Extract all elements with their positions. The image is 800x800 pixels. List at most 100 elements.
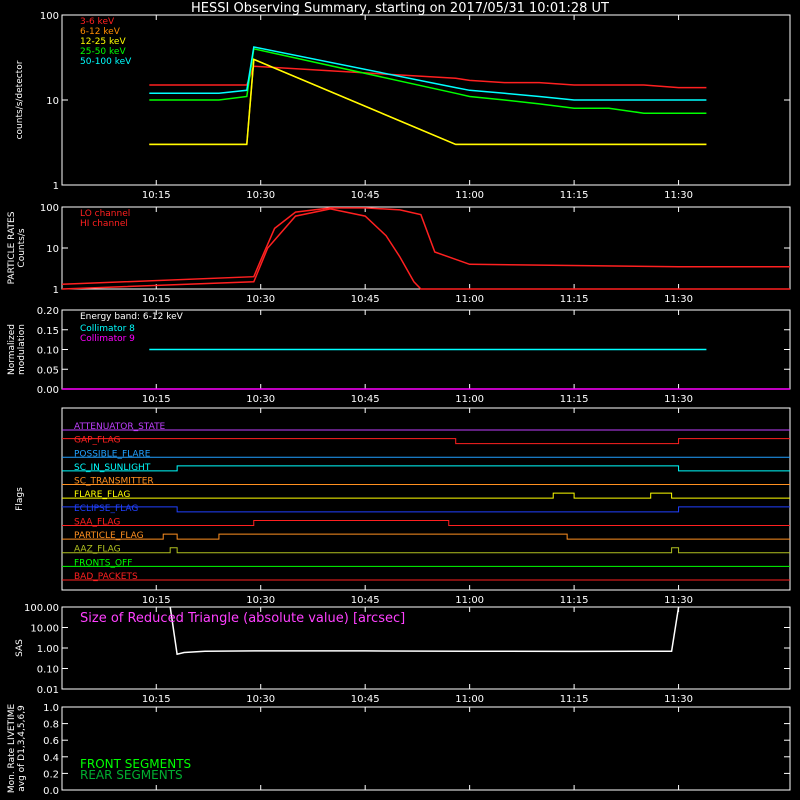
series-line <box>149 58 707 146</box>
panel-sas: 0.01 0.10 1.00 10.00 100.00 10:15 10:30 10:45 11… <box>15 603 791 705</box>
panel-frame <box>61 407 791 591</box>
series-line <box>169 606 680 656</box>
legend-entry: FRONT SEGMENTS <box>80 757 191 771</box>
flag-label: ATTENUATOR_STATE <box>74 422 166 432</box>
x-tick-label: 10:45 <box>351 190 380 201</box>
y-tick-label: 1 <box>53 285 59 296</box>
y-tick-label: 0.0 <box>43 786 59 797</box>
panel-livetime: 0.0 0.2 0.4 0.6 0.8 1.0 Mon. Rate LIVETIME avg … <box>7 703 791 797</box>
flag-label: AAZ_FLAG <box>74 545 121 555</box>
flag-line <box>62 492 790 499</box>
flag-line <box>62 519 790 526</box>
x-tick-label: 10:30 <box>246 394 275 405</box>
annotation: Size of Reduced Triangle (absolute value… <box>80 611 405 626</box>
y-axis-label: avg of D1,3,4,5,6,9 <box>17 705 27 792</box>
legend-entry: 50-100 keV <box>80 57 132 67</box>
panel-count-rates: 1 10 100 10:15 10:30 10:45 11:00 11:15 11:30 coun… <box>15 11 791 201</box>
flag-label: ECLIPSE_FLAG <box>74 504 138 514</box>
x-tick-label: 11:15 <box>560 190 589 201</box>
y-tick-label: 1 <box>53 181 59 192</box>
y-axis-label: counts/s/detector <box>15 60 25 139</box>
series-line <box>149 65 707 89</box>
legend-entry: HI channel <box>80 219 128 229</box>
annotation: Energy band: 6-12 keV <box>80 312 184 322</box>
x-tick-label: 10:45 <box>351 694 380 705</box>
x-tick-label: 11:30 <box>664 190 693 201</box>
y-tick-label: 0.05 <box>37 365 59 376</box>
x-tick-label: 10:30 <box>246 694 275 705</box>
x-tick-label: 10:15 <box>142 595 171 606</box>
x-tick-label: 10:30 <box>246 595 275 606</box>
x-tick-label: 10:45 <box>351 294 380 305</box>
flag-label: SAA_FLAG <box>74 517 120 527</box>
flag-line <box>62 438 790 445</box>
y-axis-label: Normalized <box>7 324 17 375</box>
y-tick-label: 100.00 <box>24 603 59 614</box>
legend-entry: LO channel <box>80 209 130 219</box>
y-axis-label: SAS <box>15 639 25 657</box>
flag-line <box>62 506 790 513</box>
series-line <box>61 208 790 290</box>
y-tick-label: 10 <box>46 244 59 255</box>
y-tick-label: 0.6 <box>43 736 59 747</box>
y-tick-label: 0.00 <box>37 385 59 396</box>
legend-entry: 12-25 keV <box>80 37 126 47</box>
y-tick-label: 0.10 <box>37 346 59 357</box>
x-tick-label: 10:15 <box>142 294 171 305</box>
x-tick-label: 11:15 <box>560 595 589 606</box>
y-tick-label: 10.00 <box>30 624 59 635</box>
flag-label: SC_TRANSMITTER <box>74 477 154 487</box>
y-tick-label: 1.00 <box>37 644 59 655</box>
flag-line <box>62 533 790 540</box>
flag-label: SC_IN_SUNLIGHT <box>74 463 151 473</box>
y-axis-label: Mon. Rate LIVETIME <box>7 704 17 794</box>
x-tick-label: 10:45 <box>351 595 380 606</box>
series-line <box>149 47 707 114</box>
flag-label: FRONTS_OFF <box>74 558 132 568</box>
y-tick-label: 0.20 <box>37 306 59 317</box>
x-tick-label: 10:15 <box>142 694 171 705</box>
flag-line <box>62 547 790 554</box>
series-line <box>149 46 707 101</box>
x-tick-label: 11:00 <box>455 294 484 305</box>
panel-flags: 10:15 10:30 10:45 11:00 11:15 11:30 Flags ATTEN… <box>15 407 791 606</box>
y-tick-label: 100 <box>40 11 59 22</box>
x-tick-label: 10:15 <box>142 190 171 201</box>
series-line <box>149 58 707 146</box>
legend-entry: Collimator 8 <box>80 324 135 334</box>
x-tick-label: 10:30 <box>246 294 275 305</box>
flag-label: GAP_FLAG <box>74 436 120 446</box>
x-tick-label: 11:30 <box>664 595 693 606</box>
series-line <box>61 207 790 286</box>
y-tick-label: 0.15 <box>37 326 59 337</box>
y-tick-label: 100 <box>40 203 59 214</box>
y-axis-label: Counts/s <box>17 228 27 267</box>
panel-modulation: 0.00 0.05 0.10 0.15 0.20 10:15 10:30 10:45 11:00… <box>7 306 791 405</box>
x-tick-label: 11:15 <box>560 394 589 405</box>
y-tick-label: 10 <box>46 96 59 107</box>
flag-label: BAD_PACKETS <box>74 572 138 582</box>
x-tick-label: 11:30 <box>664 294 693 305</box>
x-tick-label: 11:00 <box>455 190 484 201</box>
y-axis-label: modulation <box>17 324 27 375</box>
x-tick-label: 11:15 <box>560 694 589 705</box>
flag-label: POSSIBLE_FLARE <box>74 449 151 459</box>
x-tick-label: 10:45 <box>351 394 380 405</box>
legend-entry: REAR SEGMENTS <box>80 768 183 782</box>
x-tick-label: 10:15 <box>142 394 171 405</box>
x-tick-label: 11:00 <box>455 394 484 405</box>
y-tick-label: 0.2 <box>43 769 59 780</box>
x-tick-label: 11:15 <box>560 294 589 305</box>
y-axis-label: Flags <box>15 487 25 511</box>
y-axis-label: PARTICLE RATES <box>7 211 17 284</box>
x-tick-label: 11:00 <box>455 694 484 705</box>
x-tick-label: 10:30 <box>246 190 275 201</box>
legend-entry: Collimator 9 <box>80 334 135 344</box>
panel-particle-rates: 1 10 100 10:15 10:30 10:45 11:00 11:15 11:30 PART… <box>7 203 791 305</box>
x-tick-label: 11:30 <box>664 394 693 405</box>
flag-line <box>62 465 790 472</box>
y-tick-label: 0.8 <box>43 720 59 731</box>
flag-label: FLARE_FLAG <box>74 490 130 500</box>
y-tick-label: 0.4 <box>43 753 59 764</box>
